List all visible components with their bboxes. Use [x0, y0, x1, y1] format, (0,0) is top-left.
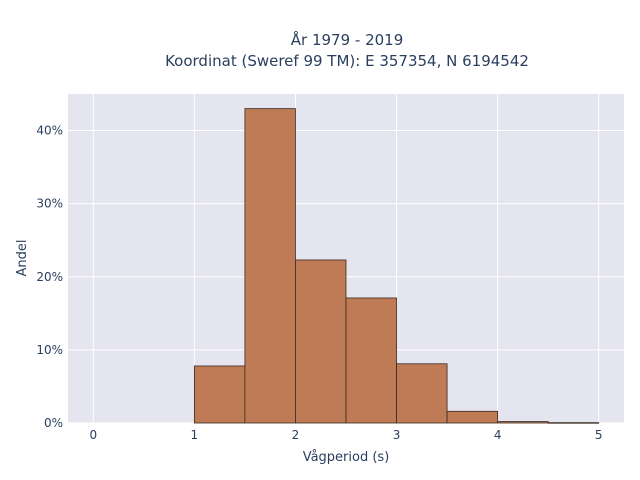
histogram-bar — [193, 365, 246, 424]
histogram-bar — [446, 410, 499, 424]
x-axis-title: Vågperiod (s) — [303, 450, 390, 465]
x-tick-label: 4 — [494, 428, 502, 442]
x-tick-label: 3 — [393, 428, 401, 442]
bars — [193, 108, 600, 424]
histogram-bar — [396, 363, 448, 424]
y-tick-label: 30% — [36, 197, 63, 211]
y-tick-label: 40% — [36, 124, 63, 138]
histogram-bar — [244, 108, 296, 424]
chart-title-line-2: Koordinat (Sweref 99 TM): E 357354, N 61… — [165, 52, 529, 70]
x-tick-label: 0 — [89, 428, 97, 442]
y-tick-label: 20% — [36, 270, 63, 284]
histogram-bar — [547, 422, 600, 424]
histogram-bar — [345, 297, 397, 424]
y-tick-label: 10% — [36, 343, 63, 357]
y-axis-title: Andel — [15, 240, 30, 277]
y-tick-labels: 0% 10% 20% 30% 40% — [36, 124, 63, 430]
x-tick-label: 2 — [292, 428, 300, 442]
x-tick-label: 1 — [191, 428, 199, 442]
y-tick-label: 0% — [44, 416, 63, 430]
histogram-bar — [295, 259, 347, 424]
chart-title-line-1: År 1979 - 2019 — [291, 30, 404, 49]
histogram-bar — [497, 421, 549, 424]
x-tick-labels: 0 1 2 3 4 5 — [89, 428, 602, 442]
x-tick-label: 5 — [595, 428, 603, 442]
